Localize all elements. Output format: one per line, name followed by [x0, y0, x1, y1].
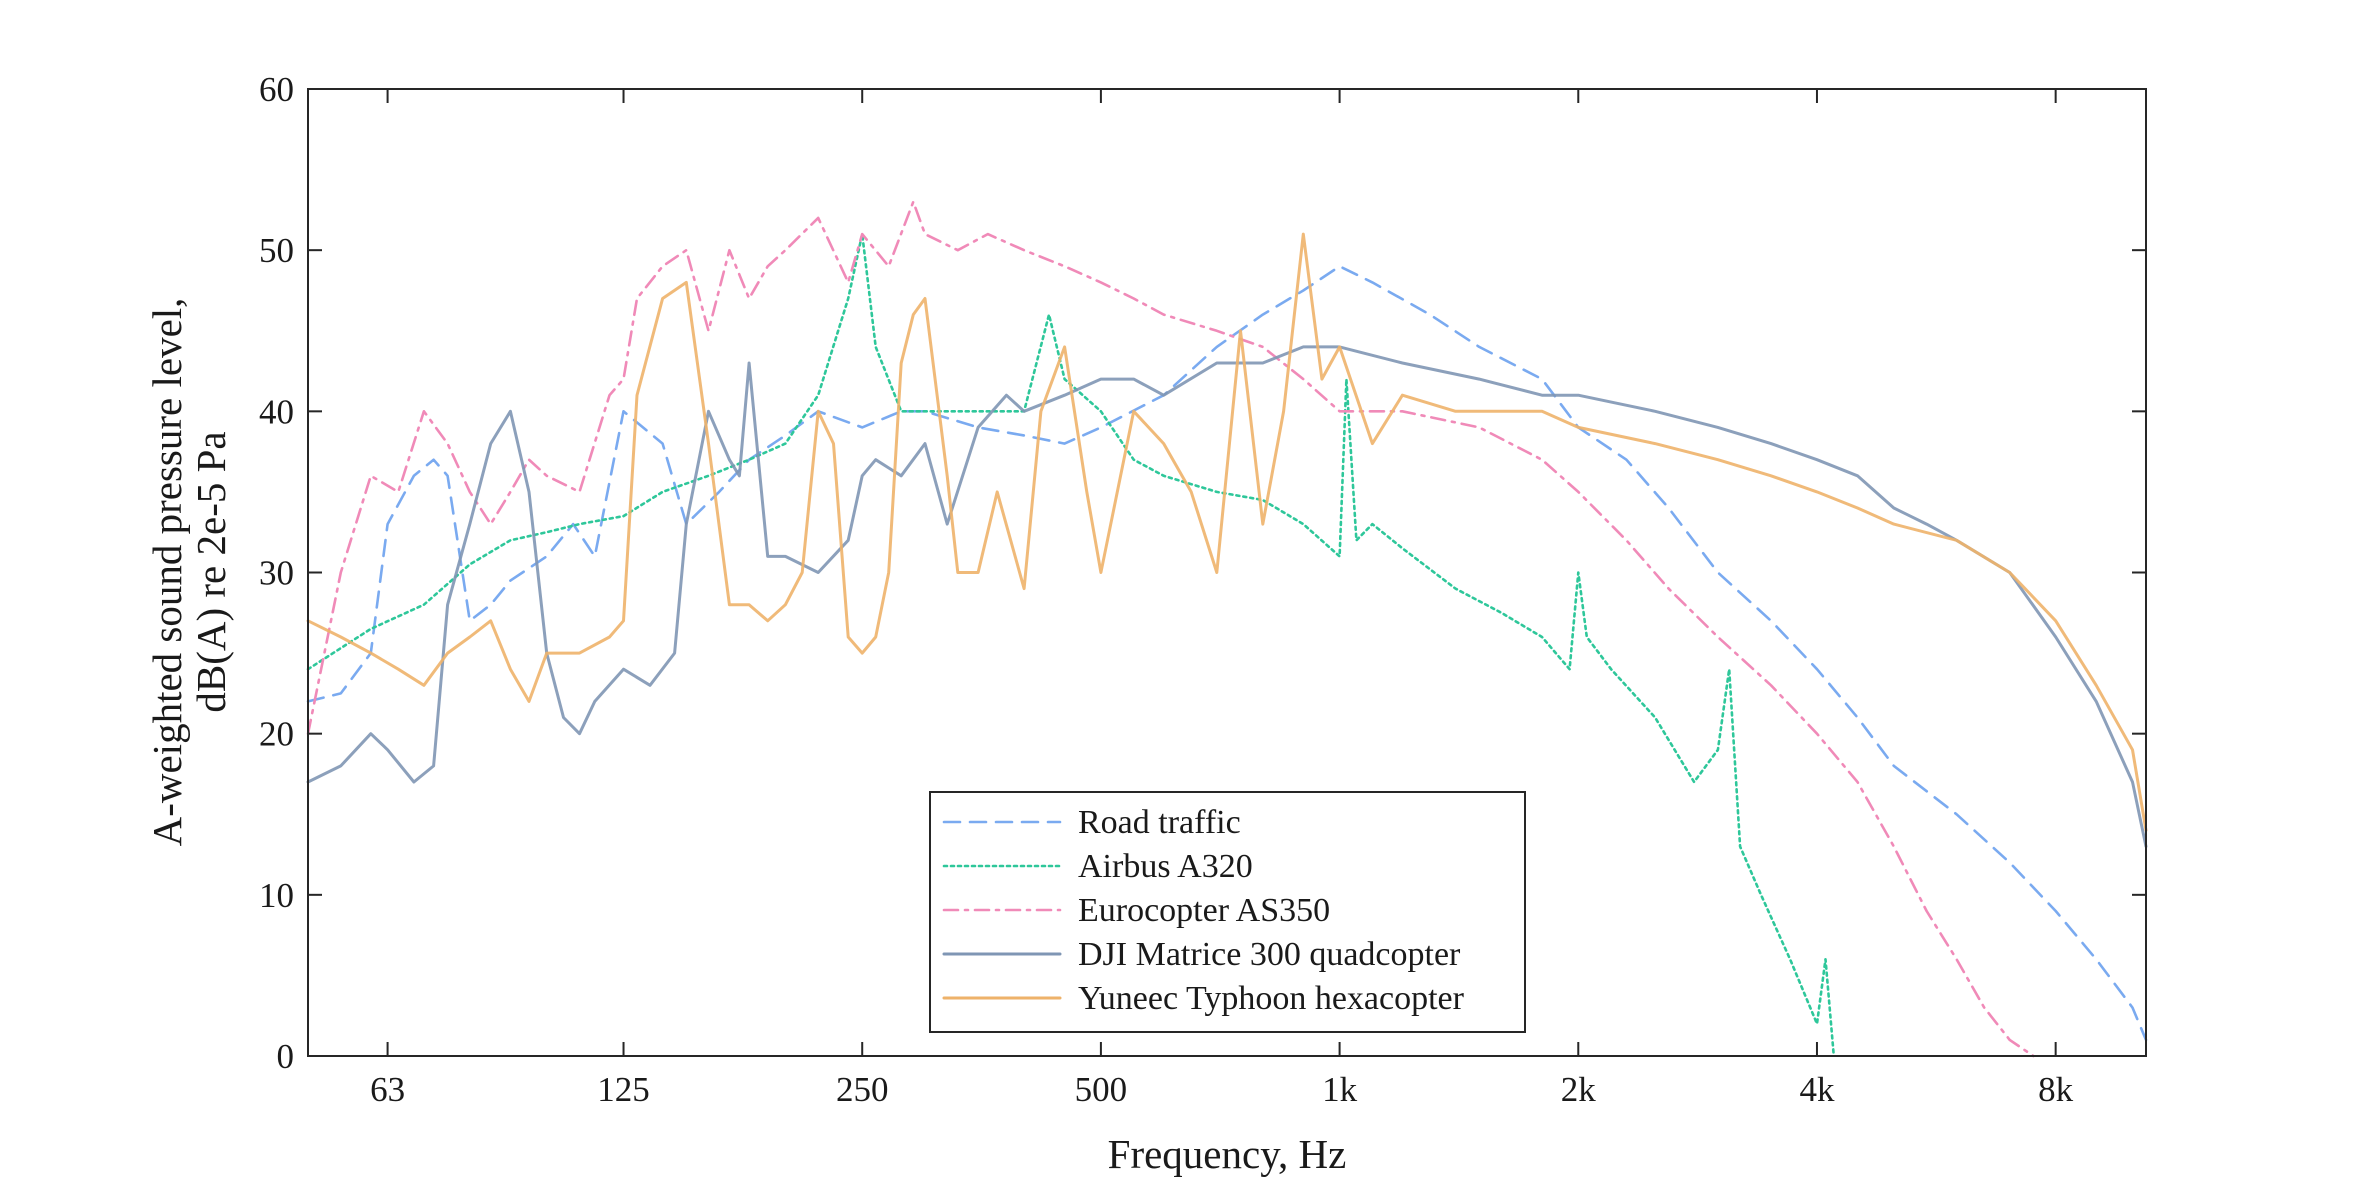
x-tick-label: 8k	[2038, 1070, 2074, 1109]
legend-label-2: Airbus A320	[1078, 848, 1253, 885]
legend-box	[929, 791, 1526, 1033]
axis-ticks	[308, 88, 2146, 1057]
legend: Road traffic Airbus A320 Eurocopter AS350 D…	[929, 791, 1526, 1033]
x-tick-label: 500	[1075, 1070, 1128, 1109]
x-tick-label: 2k	[1561, 1070, 1597, 1109]
series-line-2	[306, 232, 1836, 1058]
y-tick-label: 30	[259, 554, 294, 593]
x-tick-label: 4k	[1799, 1070, 1835, 1109]
y-axis-title: A-weighted sound pressure level, dB(A) r…	[144, 298, 234, 847]
y-tick-label: 60	[259, 70, 294, 109]
series-line-3	[306, 200, 2035, 1058]
legend-label-5: Yuneec Typhoon hexacopter	[1078, 980, 1465, 1017]
y-tick-label: 40	[259, 392, 294, 431]
x-tick-label: 250	[836, 1070, 889, 1109]
y-axis-title-line-2: dB(A) re 2e-5 Pa	[188, 431, 234, 712]
y-tick-label: 10	[259, 876, 294, 915]
series-line-4	[306, 345, 2148, 848]
y-tick-label: 50	[259, 231, 294, 270]
series-line-5	[306, 232, 2148, 832]
x-tick-label: 125	[597, 1070, 650, 1109]
y-axis-title-line-1: A-weighted sound pressure level,	[144, 298, 190, 847]
y-tick-label: 20	[259, 715, 294, 754]
x-axis-title: Frequency, Hz	[1108, 1131, 1347, 1177]
x-tick-label: 63	[370, 1070, 405, 1109]
legend-label-4: DJI Matrice 300 quadcopter	[1078, 936, 1461, 973]
series-line-1	[306, 264, 2148, 1042]
legend-label-1: Road traffic	[1078, 804, 1241, 841]
axis-tick-labels: 63 125 250 500 1k 2k 4k 8k 0 10 20 30 40 50 60	[259, 70, 2074, 1109]
series-layer	[306, 200, 2148, 1058]
y-tick-label: 0	[277, 1037, 295, 1076]
x-tick-label: 1k	[1322, 1070, 1358, 1109]
legend-label-3: Eurocopter AS350	[1078, 892, 1330, 929]
